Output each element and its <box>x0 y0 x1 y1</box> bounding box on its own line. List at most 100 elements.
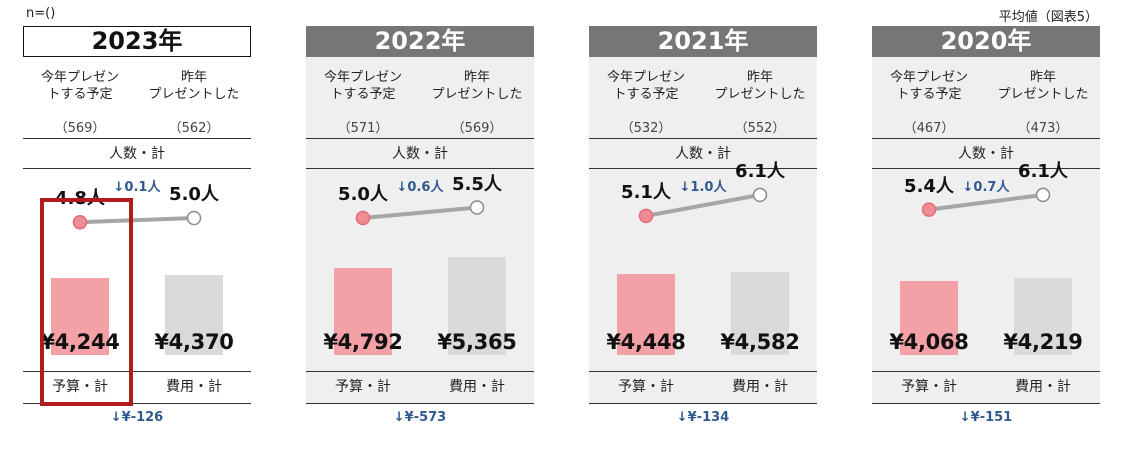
divider-line <box>872 403 1100 404</box>
column-header-line: トする予定 <box>330 87 396 102</box>
people-value-label: 6.1人 <box>1018 161 1068 182</box>
people-trend-line <box>645 192 761 218</box>
budget-amount-label: ¥4,792 <box>323 330 403 354</box>
column-header-line: 昨年 <box>180 70 207 85</box>
divider-line <box>872 138 1100 139</box>
column-header-last-year: 昨年 プレゼントした <box>986 69 1100 103</box>
people-point-this-year <box>921 202 937 217</box>
cost-bar <box>448 257 506 355</box>
cost-amount-label: ¥5,365 <box>437 330 517 354</box>
budget-amount-label: ¥4,244 <box>40 330 120 354</box>
chart-panel: 2020年今年プレゼン トする予定 （467） 昨年 プレゼントした （473） 人数・計 ↓… <box>872 26 1100 436</box>
people-trend-line <box>79 216 195 225</box>
sample-count: （569） <box>451 121 503 136</box>
divider-line <box>306 403 534 404</box>
budget-label: 予算・計 <box>618 379 674 395</box>
year-title: 2022年 <box>306 26 534 57</box>
column-header-line: トする予定 <box>896 87 962 102</box>
people-value-label: 6.1人 <box>735 161 785 182</box>
divider-line <box>23 403 251 404</box>
cost-bar <box>731 272 789 355</box>
chart-panel: 2021年今年プレゼン トする予定 （532） 昨年 プレゼントした （552） 人数・計 ↓… <box>589 26 817 436</box>
people-value-label: 5.0人 <box>338 184 388 205</box>
sample-count: （552） <box>734 121 786 136</box>
current-year-highlight-box <box>40 198 133 406</box>
column-header-line: 今年プレゼン <box>606 70 685 85</box>
people-point-last-year <box>186 210 202 226</box>
amount-diff: ↓¥-126 <box>110 410 164 425</box>
column-header-this-year: 今年プレゼン トする予定 <box>872 69 986 103</box>
cost-amount-label: ¥4,582 <box>720 330 800 354</box>
column-header-this-year: 今年プレゼン トする予定 <box>589 69 703 103</box>
column-header-line: 昨年 <box>463 70 490 85</box>
cost-label: 費用・計 <box>166 379 222 395</box>
people-diff: ↓0.1人 <box>113 180 161 195</box>
divider-line <box>23 138 251 139</box>
cost-bar <box>1014 278 1072 355</box>
column-header-line: プレゼントした <box>148 87 240 102</box>
budget-bar <box>617 274 675 355</box>
divider-line <box>589 403 817 404</box>
amount-diff: ↓¥-151 <box>959 410 1013 425</box>
divider-line <box>589 168 817 169</box>
people-total-label: 人数・計 <box>675 146 731 162</box>
sample-count: （562） <box>168 121 220 136</box>
column-header-line: 今年プレゼン <box>323 70 402 85</box>
people-line-chart <box>921 187 1051 217</box>
column-header-line: 今年プレゼン <box>889 70 968 85</box>
year-title: 2021年 <box>589 26 817 57</box>
budget-bar <box>334 268 392 355</box>
divider-line <box>306 138 534 139</box>
divider-line <box>872 371 1100 372</box>
chart-panel: 2022年 今年プレゼン トする予定 （571） 昨年 プレゼントした （569） 人数・計 ↓… <box>306 26 534 436</box>
column-header-line: トする予定 <box>613 87 679 102</box>
people-trend-line <box>928 192 1044 212</box>
budget-bar <box>51 278 109 355</box>
cost-label: 費用・計 <box>1015 379 1071 395</box>
column-header-line: 今年プレゼン <box>40 70 119 85</box>
sample-count: （473） <box>1017 121 1069 136</box>
cost-label: 費用・計 <box>732 379 788 395</box>
people-trend-line <box>362 205 478 220</box>
divider-line <box>589 371 817 372</box>
people-total-label: 人数・計 <box>109 146 165 162</box>
cost-bar <box>165 275 223 355</box>
amount-diff: ↓¥-573 <box>393 410 447 425</box>
sample-count: （467） <box>903 121 955 136</box>
people-total-label: 人数・計 <box>958 146 1014 162</box>
people-value-label: 5.0人 <box>169 184 219 205</box>
people-point-last-year <box>752 187 768 203</box>
cost-label: 費用・計 <box>449 379 505 395</box>
column-header-last-year: 昨年 プレゼントした <box>137 69 251 103</box>
divider-line <box>23 168 251 169</box>
year-title: 2023年 <box>23 26 251 57</box>
people-line-chart <box>72 210 202 230</box>
budget-label: 予算・計 <box>901 379 957 395</box>
column-header-this-year: 今年プレゼン トする予定 <box>306 69 420 103</box>
people-point-this-year <box>638 208 654 224</box>
people-value-label: 5.1人 <box>621 182 671 203</box>
sample-count: （532） <box>620 121 672 136</box>
people-point-this-year <box>355 210 371 226</box>
divider-line <box>589 138 817 139</box>
people-diff: ↓0.6人 <box>396 180 444 195</box>
budget-amount-label: ¥4,448 <box>606 330 686 354</box>
column-header-line: トする予定 <box>47 87 113 102</box>
people-diff: ↓0.7人 <box>962 180 1010 195</box>
column-header-last-year: 昨年 プレゼントした <box>703 69 817 103</box>
chart-panel: 2023年今年プレゼン トする予定 （569） 昨年プレゼントした （562） 人数・計 ↓… <box>23 26 251 436</box>
sample-count: （569） <box>54 121 106 136</box>
people-diff: ↓1.0人 <box>679 180 727 195</box>
cost-amount-label: ¥4,370 <box>154 330 234 354</box>
budget-label: 予算・計 <box>52 379 108 395</box>
column-header-line: プレゼントした <box>431 87 523 102</box>
sample-count: （571） <box>337 121 389 136</box>
column-header-line: プレゼントした <box>997 87 1089 102</box>
sample-size-note: n=() <box>26 6 56 21</box>
year-title: 2020年 <box>872 26 1100 57</box>
people-point-last-year <box>1035 187 1051 203</box>
column-header-this-year: 今年プレゼン トする予定 <box>23 69 137 103</box>
budget-label: 予算・計 <box>335 379 391 395</box>
people-value-label: 5.4人 <box>904 176 954 197</box>
budget-amount-label: ¥4,068 <box>889 330 969 354</box>
